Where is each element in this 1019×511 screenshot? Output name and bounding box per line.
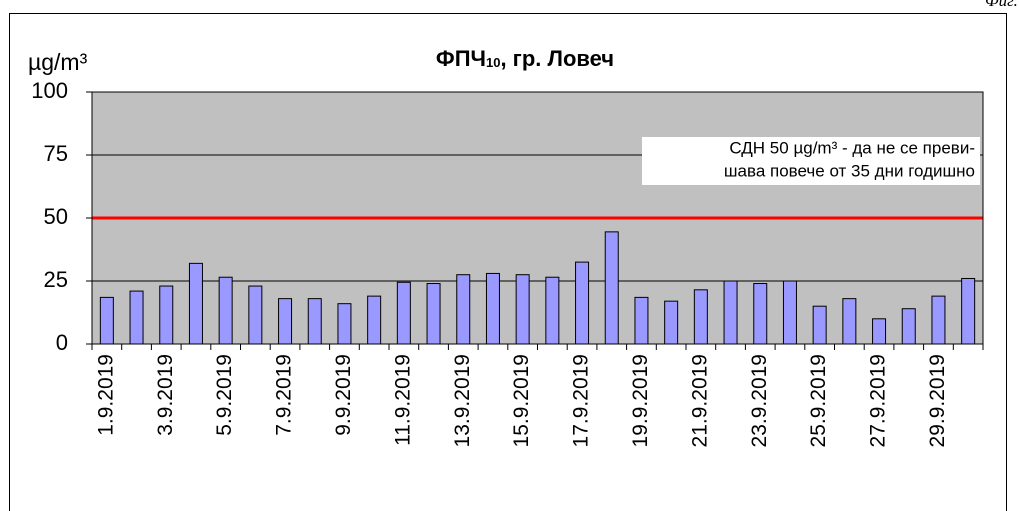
bar [278, 298, 293, 345]
x-tick-label: 21.9.2019 [688, 354, 711, 447]
bar [693, 289, 708, 345]
x-tick-label: 17.9.2019 [570, 354, 593, 447]
x-tick-label: 15.9.2019 [510, 354, 533, 447]
title-subscript: 10 [486, 55, 500, 70]
x-tick-label: 23.9.2019 [748, 354, 771, 447]
y-axis-label: µg/m³ [28, 49, 88, 75]
figure-label: Фиг. 6 [985, 0, 1019, 10]
bar [426, 283, 441, 345]
bar [575, 261, 590, 345]
title-text: ФПЧ [436, 46, 486, 71]
x-tick-label: 11.9.2019 [391, 354, 414, 446]
annotation: шава повече от 35 дни годишно [724, 161, 975, 180]
y-tick-label: 50 [44, 204, 68, 229]
bar [961, 277, 976, 345]
bar [604, 231, 619, 345]
x-tick-label: 3.9.2019 [154, 354, 177, 436]
x-tick-label: 25.9.2019 [807, 354, 830, 447]
plot-border [91, 91, 984, 345]
bar [396, 281, 411, 345]
bar [307, 298, 322, 345]
bar [782, 280, 797, 345]
bar [337, 303, 352, 345]
bar [753, 283, 768, 345]
annotation: СДН 50 µg/m³ - да не се преви- [729, 138, 975, 157]
bar [812, 305, 827, 345]
bar [218, 276, 233, 345]
bar [99, 296, 114, 345]
chart-title: ФПЧ10, гр. Ловеч [436, 46, 614, 71]
bar [367, 295, 382, 345]
bar [931, 295, 946, 345]
title-suffix: , гр. Ловеч [500, 46, 614, 71]
bar [872, 318, 887, 345]
x-tick-label: 9.9.2019 [332, 354, 355, 436]
bar [901, 308, 916, 345]
bar [159, 285, 174, 345]
bar [723, 280, 738, 345]
bar [188, 262, 203, 345]
x-tick-label: 29.9.2019 [926, 354, 949, 447]
bar [842, 298, 857, 345]
bar [545, 276, 560, 345]
x-tick-label: 7.9.2019 [273, 354, 296, 436]
annotation-box [642, 137, 980, 185]
bar [485, 272, 500, 345]
bar [456, 274, 471, 345]
x-tick-label: 19.9.2019 [629, 354, 652, 447]
x-tick-label: 27.9.2019 [867, 354, 890, 447]
bar [664, 300, 679, 345]
y-tick-label: 0 [56, 330, 68, 355]
y-tick-label: 25 [44, 267, 68, 292]
x-tick-label: 5.9.2019 [213, 354, 236, 436]
x-tick-label: 1.9.2019 [94, 354, 117, 436]
bar [248, 285, 263, 345]
bar [634, 296, 649, 345]
x-tick-label: 13.9.2019 [451, 354, 474, 447]
bar [515, 274, 530, 345]
bar [129, 290, 144, 345]
y-tick-label: 75 [44, 141, 68, 166]
y-tick-label: 100 [31, 78, 68, 103]
